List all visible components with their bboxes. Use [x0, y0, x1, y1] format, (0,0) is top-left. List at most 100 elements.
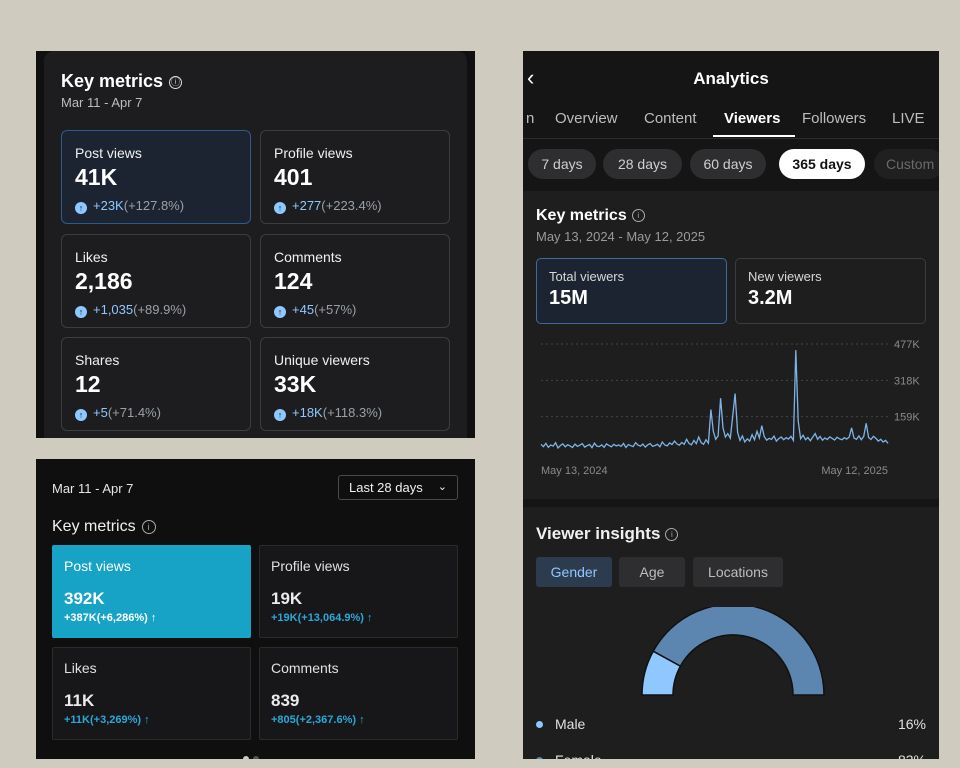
metric-card-comments[interactable]: Comments 839 +805(+2,367.6%) ↑	[259, 647, 458, 740]
metric-label: Post views	[64, 558, 131, 574]
metric-change: ↑ +18K(+118.3%)	[274, 405, 382, 421]
legend-percent: 16%	[897, 716, 926, 732]
metric-card-new-viewers[interactable]: New viewers 3.2M	[735, 258, 926, 324]
chevron-down-icon: ⌄	[437, 481, 447, 493]
metric-card-shares[interactable]: Shares 12 ↑ +5(+71.4%)	[61, 337, 251, 431]
key-metrics-panel-b: Mar 11 - Apr 7 Last 28 days ⌄ Key metrics…	[36, 459, 475, 759]
metric-card-post-views[interactable]: Post views 41K ↑ +23K(+127.8%)	[61, 130, 251, 224]
period-dropdown[interactable]: Last 28 days ⌄	[338, 475, 458, 500]
period-pill-365-days[interactable]: 365 days	[779, 149, 865, 179]
metric-card-total-viewers[interactable]: Total viewers 15M	[536, 258, 727, 324]
back-arrow-icon[interactable]: ‹	[527, 65, 535, 90]
tab-viewers[interactable]: Viewers	[724, 110, 781, 127]
metric-change: ↑ +277(+223.4%)	[274, 198, 382, 214]
metric-label: Comments	[271, 660, 339, 676]
metric-value: 33K	[274, 371, 317, 397]
page-dot-active[interactable]	[243, 756, 249, 759]
metric-label: Comments	[274, 249, 342, 265]
metric-label: Profile views	[274, 145, 353, 161]
info-icon[interactable]: ⓘ	[169, 76, 183, 89]
series-line-viewers	[540, 350, 889, 450]
segment-gender[interactable]: Gender	[536, 557, 612, 587]
legend-item-male: Male 16%	[536, 716, 926, 732]
arrow-up-icon: ↑	[75, 409, 87, 421]
viewer-insights-section: Viewer insights i Gender Age Locations Male…	[523, 507, 939, 759]
date-range: Mar 11 - Apr 7	[61, 95, 143, 110]
key-metrics-section: Key metrics i May 13, 2024 - May 12, 2025…	[523, 191, 939, 499]
metric-card-likes[interactable]: Likes 2,186 ↑ +1,035(+89.9%)	[61, 234, 251, 328]
metric-change: +11K(+3,269%) ↑	[64, 714, 150, 726]
date-range: May 13, 2024 - May 12, 2025	[536, 229, 706, 244]
active-tab-underline	[713, 135, 795, 137]
arrow-up-icon: ↑	[274, 409, 286, 421]
metric-change: ↑ +45(+57%)	[274, 302, 356, 318]
arrow-up-icon: ↑	[75, 306, 87, 318]
metric-card-likes[interactable]: Likes 11K +11K(+3,269%) ↑	[52, 647, 251, 740]
period-pill-7-days[interactable]: 7 days	[528, 149, 596, 179]
legend-label: Female	[555, 752, 602, 759]
legend-percent: 83%	[898, 752, 926, 759]
metric-value: 15M	[549, 287, 588, 309]
gender-donut-chart	[641, 607, 825, 696]
metric-change: +387K(+6,286%) ↑	[64, 612, 157, 624]
viewer-insights-title: Viewer insights i	[536, 524, 679, 544]
legend-item-female: Female 83%	[536, 752, 926, 759]
legend-label: Male	[555, 716, 586, 732]
info-icon[interactable]: i	[141, 520, 156, 534]
key-metrics-title: Key metrics i	[536, 207, 645, 225]
metric-label: Likes	[64, 660, 97, 676]
metric-value: 3.2M	[748, 287, 793, 309]
period-pill-custom[interactable]: Custom	[874, 149, 939, 179]
metric-card-profile-views[interactable]: Profile views 19K +19K(+13,064.9%) ↑	[259, 545, 458, 638]
page-dot[interactable]	[253, 756, 259, 759]
tab-overview[interactable]: Overview	[555, 110, 618, 127]
y-tick-label: 159K	[894, 412, 920, 424]
legend-bullet	[536, 757, 543, 759]
metric-value: 401	[274, 164, 313, 190]
tab-content[interactable]: Content	[644, 110, 697, 127]
metric-label: Shares	[75, 352, 120, 368]
key-metrics-title: Key metrics i	[52, 518, 156, 536]
segment-locations[interactable]: Locations	[693, 557, 783, 587]
tab-followers[interactable]: Followers	[802, 110, 867, 127]
metric-card-unique-viewers[interactable]: Unique viewers 33K ↑ +18K(+118.3%)	[260, 337, 450, 431]
period-pill-28-days[interactable]: 28 days	[603, 149, 682, 179]
info-icon[interactable]: i	[665, 528, 679, 541]
analytics-screen: ‹ Analytics n Overview Content Viewers Follo…	[523, 51, 939, 759]
metric-value: 2,186	[75, 268, 133, 294]
metric-label: Post views	[75, 145, 142, 161]
metric-value: 19K	[271, 589, 303, 608]
period-dropdown-label: Last 28 days	[349, 480, 423, 495]
tab-divider	[523, 138, 939, 139]
period-pill-60-days[interactable]: 60 days	[690, 149, 766, 179]
metric-value: 11K	[64, 691, 95, 710]
key-metrics-card-container: Key metrics ⓘ Mar 11 - Apr 7 Post views 41…	[44, 51, 467, 438]
y-tick-label: 477K	[894, 339, 920, 351]
date-range: Mar 11 - Apr 7	[52, 481, 134, 496]
metric-card-profile-views[interactable]: Profile views 401 ↑ +277(+223.4%)	[260, 130, 450, 224]
y-tick-label: 318K	[894, 375, 920, 387]
segment-age[interactable]: Age	[619, 557, 685, 587]
tab-n[interactable]: n	[526, 110, 535, 127]
viewers-line-chart: 159K 318K 477K May 13, 2024 May 12, 2025	[540, 339, 920, 477]
arrow-up-icon: ↑	[75, 202, 87, 214]
metric-card-comments[interactable]: Comments 124 ↑ +45(+57%)	[260, 234, 450, 328]
metric-change: ↑ +5(+71.4%)	[75, 405, 161, 421]
metric-change: +19K(+13,064.9%) ↑	[271, 612, 373, 624]
x-tick-label: May 12, 2025	[821, 465, 888, 477]
key-metrics-title: Key metrics ⓘ	[61, 71, 183, 91]
metric-label: Profile views	[271, 558, 350, 574]
metric-label: Unique viewers	[274, 352, 370, 368]
tab-live[interactable]: LIVE	[892, 110, 925, 127]
info-icon[interactable]: i	[631, 209, 645, 222]
metric-value: 12	[75, 371, 101, 397]
metric-change: +805(+2,367.6%) ↑	[271, 714, 365, 726]
arrow-up-icon: ↑	[274, 202, 286, 214]
metric-value: 839	[271, 691, 300, 710]
metric-value: 41K	[75, 164, 118, 190]
legend-bullet	[536, 721, 543, 728]
metric-label: Likes	[75, 249, 108, 265]
metric-card-post-views[interactable]: Post views 392K +387K(+6,286%) ↑	[52, 545, 251, 638]
metric-label: Total viewers	[549, 269, 625, 284]
arrow-up-icon: ↑	[274, 306, 286, 318]
